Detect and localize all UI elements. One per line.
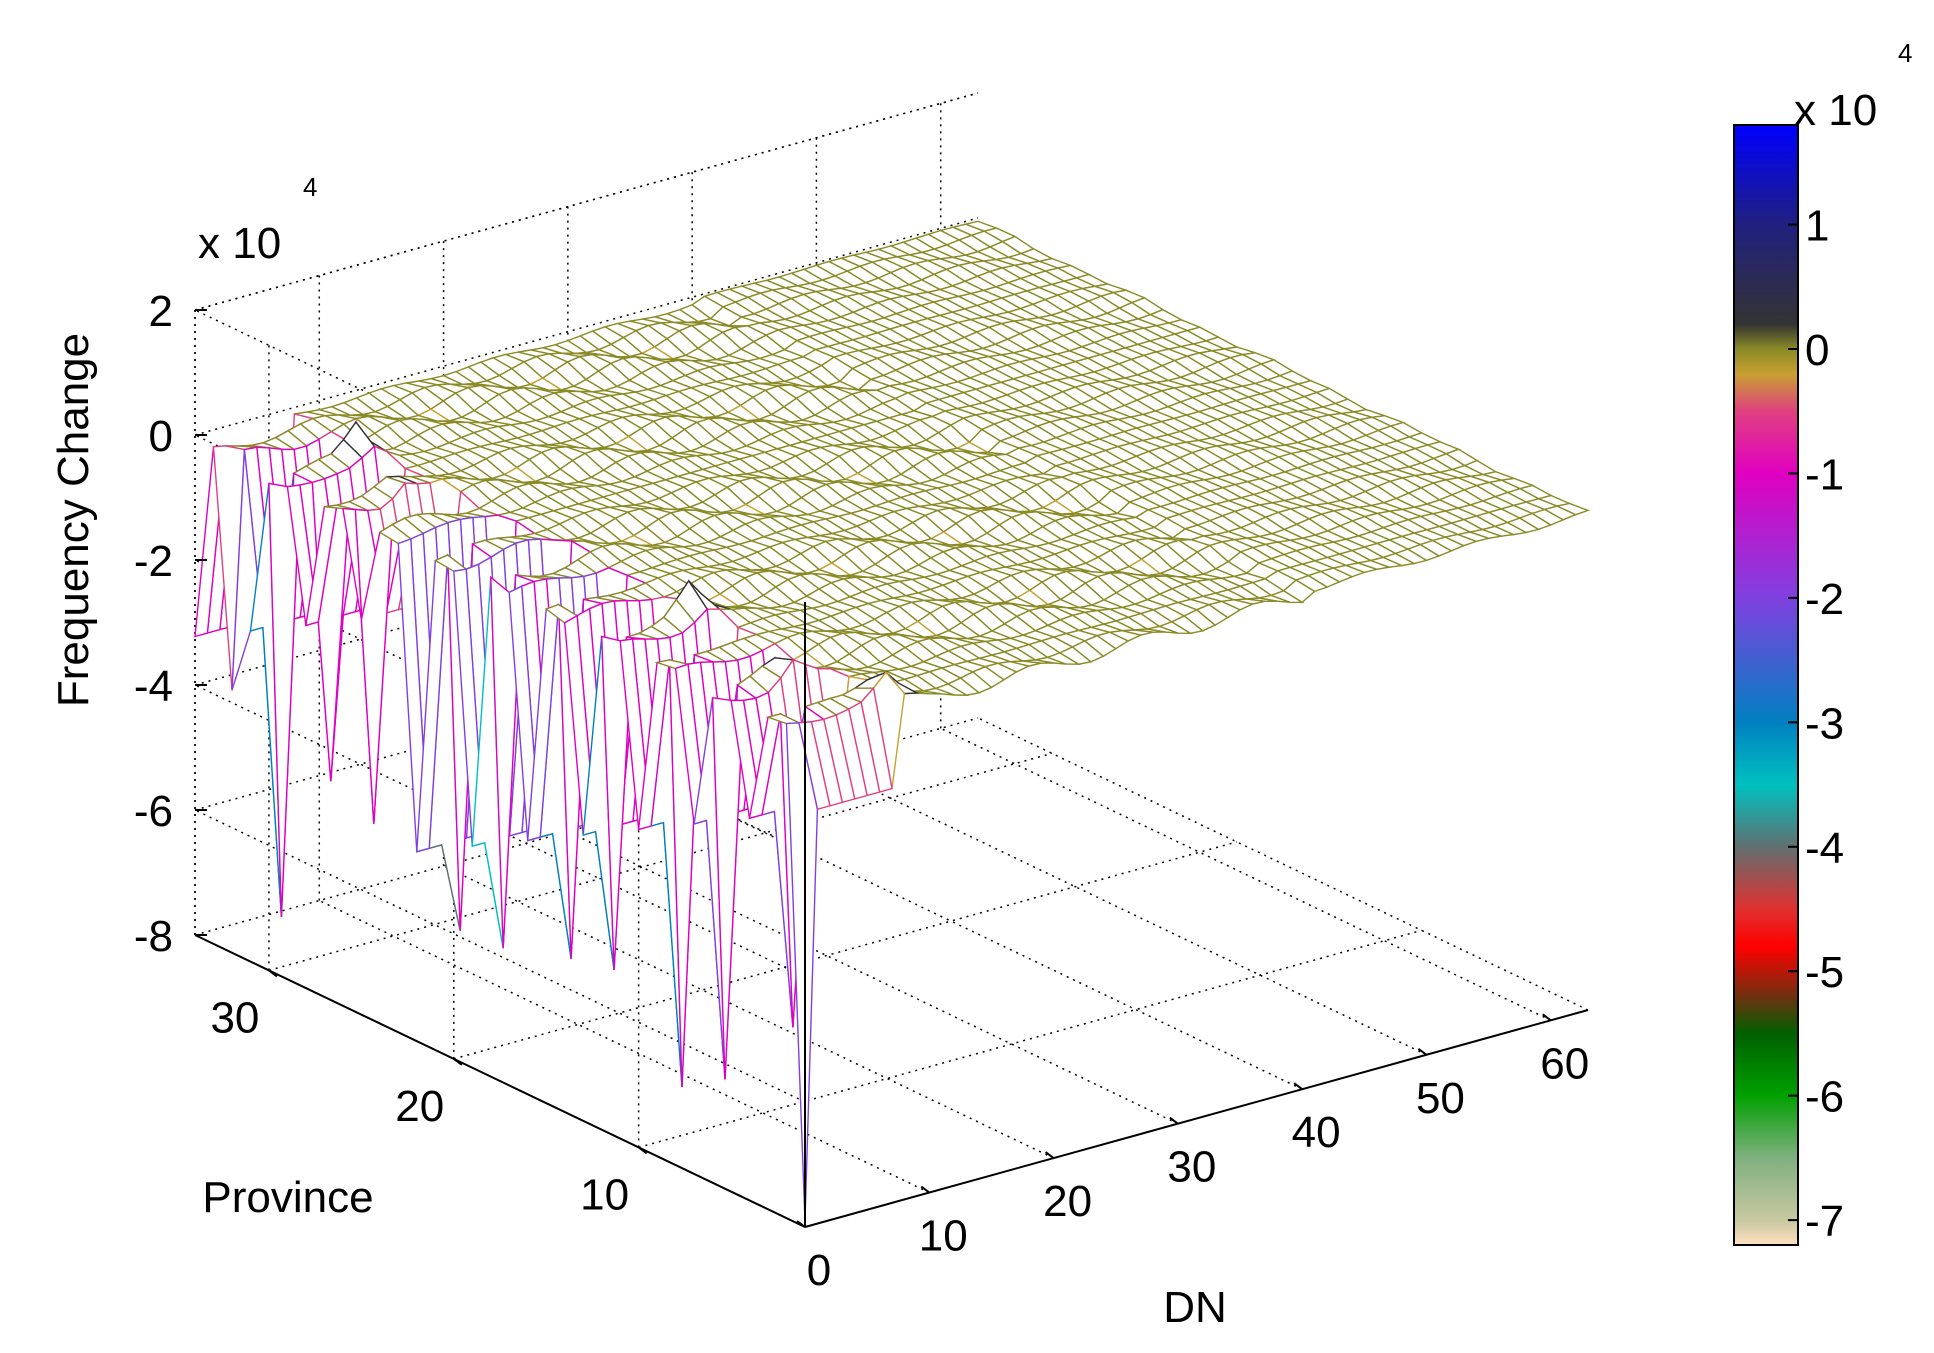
colorbar-exponent-power: 4 <box>1898 38 1912 68</box>
floor-grid-x <box>318 899 930 1194</box>
y-tick-mark <box>453 1058 463 1066</box>
y-tick-mark <box>638 1146 648 1155</box>
x-axis-line <box>804 1009 1589 1228</box>
floor-edge <box>977 717 1589 1011</box>
side-wall-grid-z <box>194 809 806 1103</box>
floor-grid-x <box>816 762 1427 1056</box>
x-axis-label: DN <box>1163 1283 1227 1332</box>
z-tick-label: 0 <box>149 412 173 461</box>
colorbar-tick-label: -3 <box>1805 699 1844 748</box>
x-tick-mark <box>1169 1116 1179 1125</box>
y-axis-line <box>194 934 806 1228</box>
floor-grid-x <box>940 727 1552 1022</box>
x-tick-label: 0 <box>807 1246 831 1295</box>
colorbar-tick-label: -2 <box>1805 575 1844 624</box>
colorbar-gradient <box>1733 124 1799 1246</box>
x-tick-label: 10 <box>919 1212 968 1261</box>
axes-box <box>194 602 1589 1228</box>
z-axis-label: Frequency Change <box>49 333 98 707</box>
x-tick-label: 20 <box>1043 1177 1092 1226</box>
colorbar: x 10 4 1 0 -1 -2 -3 -4 -5 -6 -7 <box>1733 38 1912 1246</box>
y-tick-label: 30 <box>210 993 259 1042</box>
floor-grid-x <box>567 830 1179 1125</box>
colorbar-tick-label: 0 <box>1805 326 1829 375</box>
x-tick-mark <box>1293 1082 1303 1091</box>
x-tick-mark <box>1417 1047 1428 1056</box>
y-axis-label: Province <box>202 1173 373 1222</box>
x-tick-mark <box>796 1220 806 1228</box>
floor-grid-x <box>691 796 1303 1090</box>
surface-mesh <box>194 220 1591 1221</box>
side-wall-grid-z <box>194 684 806 978</box>
colorbar-tick-label: -6 <box>1805 1073 1844 1122</box>
z-exponent-label: x 10 <box>198 219 281 268</box>
z-exponent-power: 4 <box>303 172 317 202</box>
colorbar-exponent-label: x 10 <box>1794 86 1877 135</box>
x-tick-mark <box>1044 1151 1055 1159</box>
z-tick-label: -2 <box>134 537 173 586</box>
y-tick-label: 10 <box>580 1170 629 1219</box>
colorbar-tick-label: 1 <box>1805 202 1829 251</box>
x-tick-label: 60 <box>1540 1039 1589 1088</box>
floor-grid-y <box>638 929 1422 1149</box>
z-tick-label: -6 <box>134 787 173 836</box>
floor-grid-x <box>443 865 1054 1159</box>
y-tick-label: 20 <box>395 1082 444 1131</box>
colorbar-tick-label: -5 <box>1805 948 1844 997</box>
z-tick-label: -4 <box>134 662 173 711</box>
z-tick-label: 2 <box>149 287 173 336</box>
floor-grid-y <box>453 841 1237 1060</box>
z-tick-label: -8 <box>134 912 173 961</box>
colorbar-tick-label: -1 <box>1805 450 1844 499</box>
colorbar-ticks: 1 0 -1 -2 -3 -4 -5 -6 -7 <box>1788 202 1844 1246</box>
mesh-cell <box>785 722 819 1221</box>
x-tick-label: 50 <box>1416 1074 1465 1123</box>
y-tick-mark <box>268 969 278 978</box>
colorbar-tick-label: -4 <box>1805 824 1844 873</box>
back-wall-grid-z <box>194 217 979 436</box>
x-tick-mark <box>920 1185 930 1194</box>
x-tick-label: 30 <box>1167 1143 1216 1192</box>
x-tick-label: 40 <box>1292 1108 1341 1157</box>
top-edge <box>194 92 979 311</box>
colorbar-tick-label: -7 <box>1805 1197 1844 1246</box>
floor-grid-y <box>268 752 1053 972</box>
x-tick-mark <box>1542 1013 1552 1022</box>
